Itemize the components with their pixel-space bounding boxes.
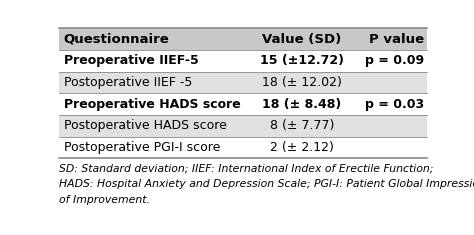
Text: of Improvement.: of Improvement.	[59, 195, 150, 205]
Text: P value: P value	[369, 33, 424, 46]
Bar	[59, 28, 427, 50]
Text: 18 (± 8.48): 18 (± 8.48)	[262, 98, 341, 111]
Text: 15 (±12.72): 15 (±12.72)	[260, 54, 344, 67]
Bar	[59, 137, 427, 158]
Text: HADS: Hospital Anxiety and Depression Scale; PGI-I: Patient Global Impression: HADS: Hospital Anxiety and Depression Sc…	[59, 179, 474, 189]
Text: p = 0.03: p = 0.03	[365, 98, 424, 111]
Text: p = 0.09: p = 0.09	[365, 54, 424, 67]
Text: 18 (± 12.02): 18 (± 12.02)	[262, 76, 342, 89]
Text: Preoperative HADS score: Preoperative HADS score	[64, 98, 240, 111]
Text: Postoperative IIEF -5: Postoperative IIEF -5	[64, 76, 192, 89]
Text: Value (SD): Value (SD)	[262, 33, 341, 46]
Text: Questionnaire: Questionnaire	[64, 33, 169, 46]
Text: Preoperative IIEF-5: Preoperative IIEF-5	[64, 54, 199, 67]
Bar	[59, 115, 427, 137]
Text: SD: Standard deviation; IIEF: International Index of Erectile Function;: SD: Standard deviation; IIEF: Internatio…	[59, 164, 434, 174]
Text: Postoperative PGI-I score: Postoperative PGI-I score	[64, 141, 220, 154]
Text: 8 (± 7.77): 8 (± 7.77)	[270, 119, 334, 132]
Text: Postoperative HADS score: Postoperative HADS score	[64, 119, 227, 132]
Bar	[59, 72, 427, 93]
Bar	[59, 93, 427, 115]
Text: 2 (± 2.12): 2 (± 2.12)	[270, 141, 334, 154]
Bar	[59, 50, 427, 72]
